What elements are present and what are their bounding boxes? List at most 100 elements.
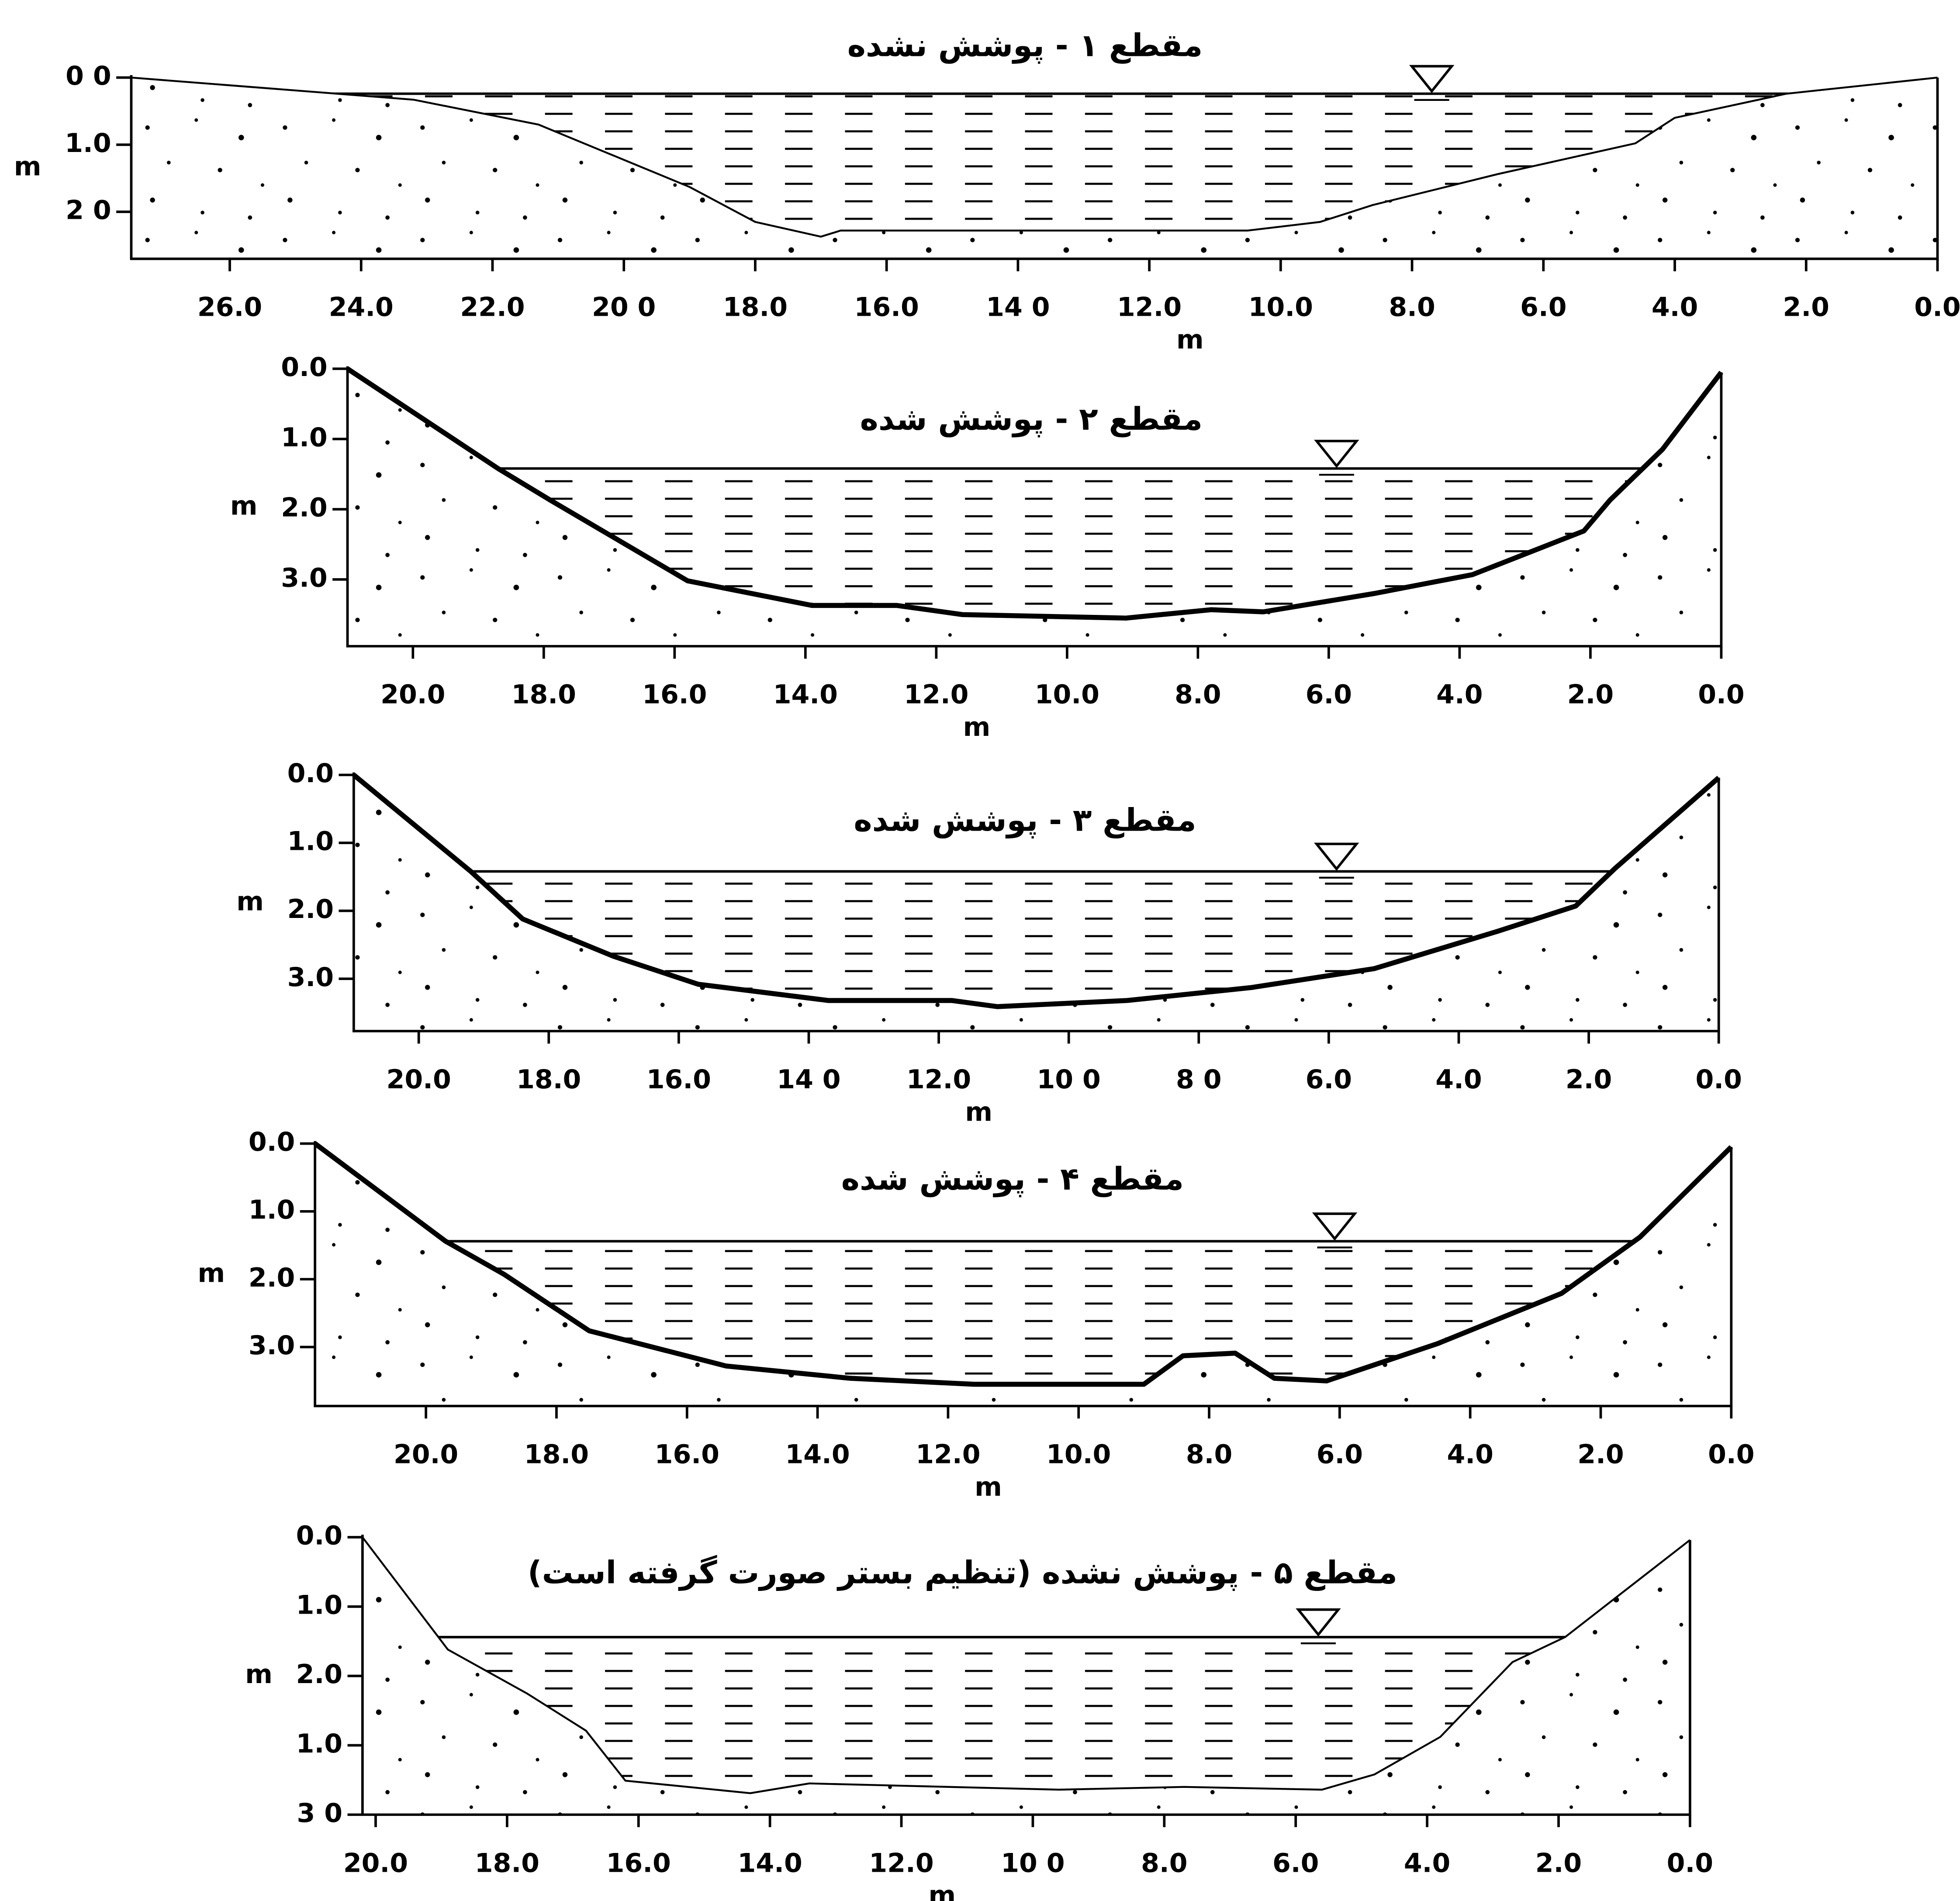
x-tick-label: 10 0 xyxy=(1001,1848,1065,1878)
y-tick-label: 2.0 xyxy=(249,1263,295,1293)
y-tick-label: 0.0 xyxy=(287,758,334,789)
axis-frame xyxy=(130,75,1939,260)
x-tick-label: 14.0 xyxy=(773,680,838,710)
x-tick-label: 20.0 xyxy=(343,1848,408,1878)
y-axis-label: m xyxy=(236,886,264,917)
x-axis-label: m xyxy=(963,712,991,742)
x-tick-label: 4.0 xyxy=(1652,292,1698,323)
bed-profile xyxy=(346,366,1723,621)
x-tick-label: 22.0 xyxy=(460,292,525,323)
y-tick-label: 2.0 xyxy=(281,493,327,523)
soil xyxy=(315,1143,1732,1406)
x-tick-label: 14 0 xyxy=(777,1064,840,1095)
x-tick-label: 24.0 xyxy=(329,292,394,323)
y-tick-label: 0 0 xyxy=(66,61,111,91)
x-tick-label: 4.0 xyxy=(1436,680,1483,710)
x-tick-label: 0.0 xyxy=(1708,1439,1754,1470)
x-axis-label: m xyxy=(1176,324,1204,355)
chart-title: مقطع ۱ - پوشش نشده xyxy=(847,28,1203,64)
chart-title: مقطع ۲ - پوشش شده xyxy=(860,401,1203,438)
x-tick-label: 6.0 xyxy=(1306,1064,1352,1095)
x-tick-label: 6.0 xyxy=(1317,1439,1363,1470)
bed-profile xyxy=(313,1142,1733,1387)
x-tick-label: 0.0 xyxy=(1698,680,1744,710)
x-axis-label: m xyxy=(928,1880,956,1901)
water-symbol xyxy=(1312,1212,1358,1241)
y-axis-label: m xyxy=(197,1258,225,1289)
bed-profile xyxy=(131,76,1938,238)
cross-section: 20.0 18.0 16.0 14.0 12.0 10.0 8.0 6.0 4.0 2.0 0.0 0… xyxy=(197,1127,1754,1502)
x-tick-label: 12.0 xyxy=(904,680,968,710)
x-axis-label: m xyxy=(975,1472,1002,1502)
x-tick-label: 20.0 xyxy=(380,680,445,710)
x-tick-label: 8.0 xyxy=(1175,680,1221,710)
cross-section: 20.0 18.0 16.0 14.0 12.0 10 0 8.0 6.0 4.0 2.0 0.0 0… xyxy=(245,1521,1713,1901)
y-tick-label: 1.0 xyxy=(296,1590,342,1620)
x-tick-label: 16.0 xyxy=(854,292,919,323)
x-tick-label: 18.0 xyxy=(516,1064,581,1095)
x-tick-label: 18.0 xyxy=(475,1848,539,1878)
x-tick-label: 10.0 xyxy=(1035,680,1099,710)
water-symbol xyxy=(1314,439,1359,468)
x-tick-label: 16.0 xyxy=(655,1439,719,1470)
y-tick-label: 1.0 xyxy=(65,128,111,159)
x-tick-label: 4.0 xyxy=(1447,1439,1493,1470)
chart-title: مقطع ۴ - پوشش شده xyxy=(841,1161,1184,1197)
cross-section: 26.0 24.0 22.0 20 0 18.0 16.0 14 0 12.0 10.0 8.0 6… xyxy=(14,28,1960,355)
bed-profile xyxy=(352,773,1721,1009)
x-tick-label: 2.0 xyxy=(1783,292,1829,323)
x-tick-label: 10 0 xyxy=(1037,1064,1101,1095)
x-tick-label: 0.0 xyxy=(1695,1064,1742,1095)
soil xyxy=(362,1537,1690,1815)
y-tick-label: 3.0 xyxy=(287,962,334,993)
axis-frame xyxy=(314,1141,1733,1408)
x-tick-label: 12.0 xyxy=(1117,292,1182,323)
x-tick-label: 2.0 xyxy=(1566,1064,1612,1095)
y-tick-label: 2.0 xyxy=(296,1659,342,1690)
x-tick-label: 16.0 xyxy=(606,1848,671,1878)
x-tick-label: 16.0 xyxy=(642,680,707,710)
x-tick-label: 20 0 xyxy=(592,292,656,323)
x-tick-label: 12.0 xyxy=(916,1439,980,1470)
soil xyxy=(131,77,1938,259)
x-tick-label: 18.0 xyxy=(524,1439,589,1470)
x-tick-label: 6.0 xyxy=(1272,1848,1319,1878)
x-tick-label: 8 0 xyxy=(1176,1064,1222,1095)
x-tick-label: 14 0 xyxy=(986,292,1050,323)
y-tick-label: 0.0 xyxy=(296,1521,342,1551)
x-tick-label: 20.0 xyxy=(387,1064,451,1095)
x-axis-label: m xyxy=(965,1097,992,1128)
y-axis-label: m xyxy=(245,1659,273,1690)
x-tick-label: 8.0 xyxy=(1141,1848,1187,1878)
x-tick-label: 14.0 xyxy=(738,1848,802,1878)
soil xyxy=(353,775,1719,1032)
y-tick-label: 3.0 xyxy=(281,563,327,593)
axis-frame xyxy=(346,366,1723,648)
y-tick-label: 0.0 xyxy=(281,352,327,383)
axis-frame xyxy=(352,772,1720,1032)
y-tick-label: 2 0 xyxy=(66,195,111,226)
x-tick-label: 2.0 xyxy=(1577,1439,1624,1470)
x-tick-label: 2.0 xyxy=(1535,1848,1582,1878)
x-tick-label: 14.0 xyxy=(785,1439,850,1470)
x-tick-label: 18.0 xyxy=(723,292,788,323)
y-tick-label: 1.0 xyxy=(287,826,334,857)
x-tick-label: 2.0 xyxy=(1567,680,1614,710)
x-tick-label: 0.0 xyxy=(1667,1848,1713,1878)
x-tick-label: 6.0 xyxy=(1306,680,1352,710)
x-tick-label: 16.0 xyxy=(646,1064,711,1095)
x-tick-label: 4.0 xyxy=(1404,1848,1450,1878)
x-tick-label: 8.0 xyxy=(1389,292,1435,323)
x-tick-label: 0.0 xyxy=(1914,292,1960,323)
y-axis-label: m xyxy=(14,152,41,182)
x-tick-label: 20.0 xyxy=(394,1439,458,1470)
water-symbol xyxy=(1296,1608,1341,1637)
water-symbol xyxy=(1409,65,1455,93)
cross-section: 20.0 18.0 16.0 14 0 12.0 10 0 8 0 6.0 4.0 2.0 0.0 0… xyxy=(236,758,1742,1128)
x-tick-label: 6.0 xyxy=(1520,292,1566,323)
x-tick-label: 10.0 xyxy=(1248,292,1313,323)
y-axis-label: m xyxy=(230,491,258,521)
chart-title: مقطع ۵ - پوشش نشده (تنظیم بستر صورت گرفت… xyxy=(528,1554,1397,1591)
